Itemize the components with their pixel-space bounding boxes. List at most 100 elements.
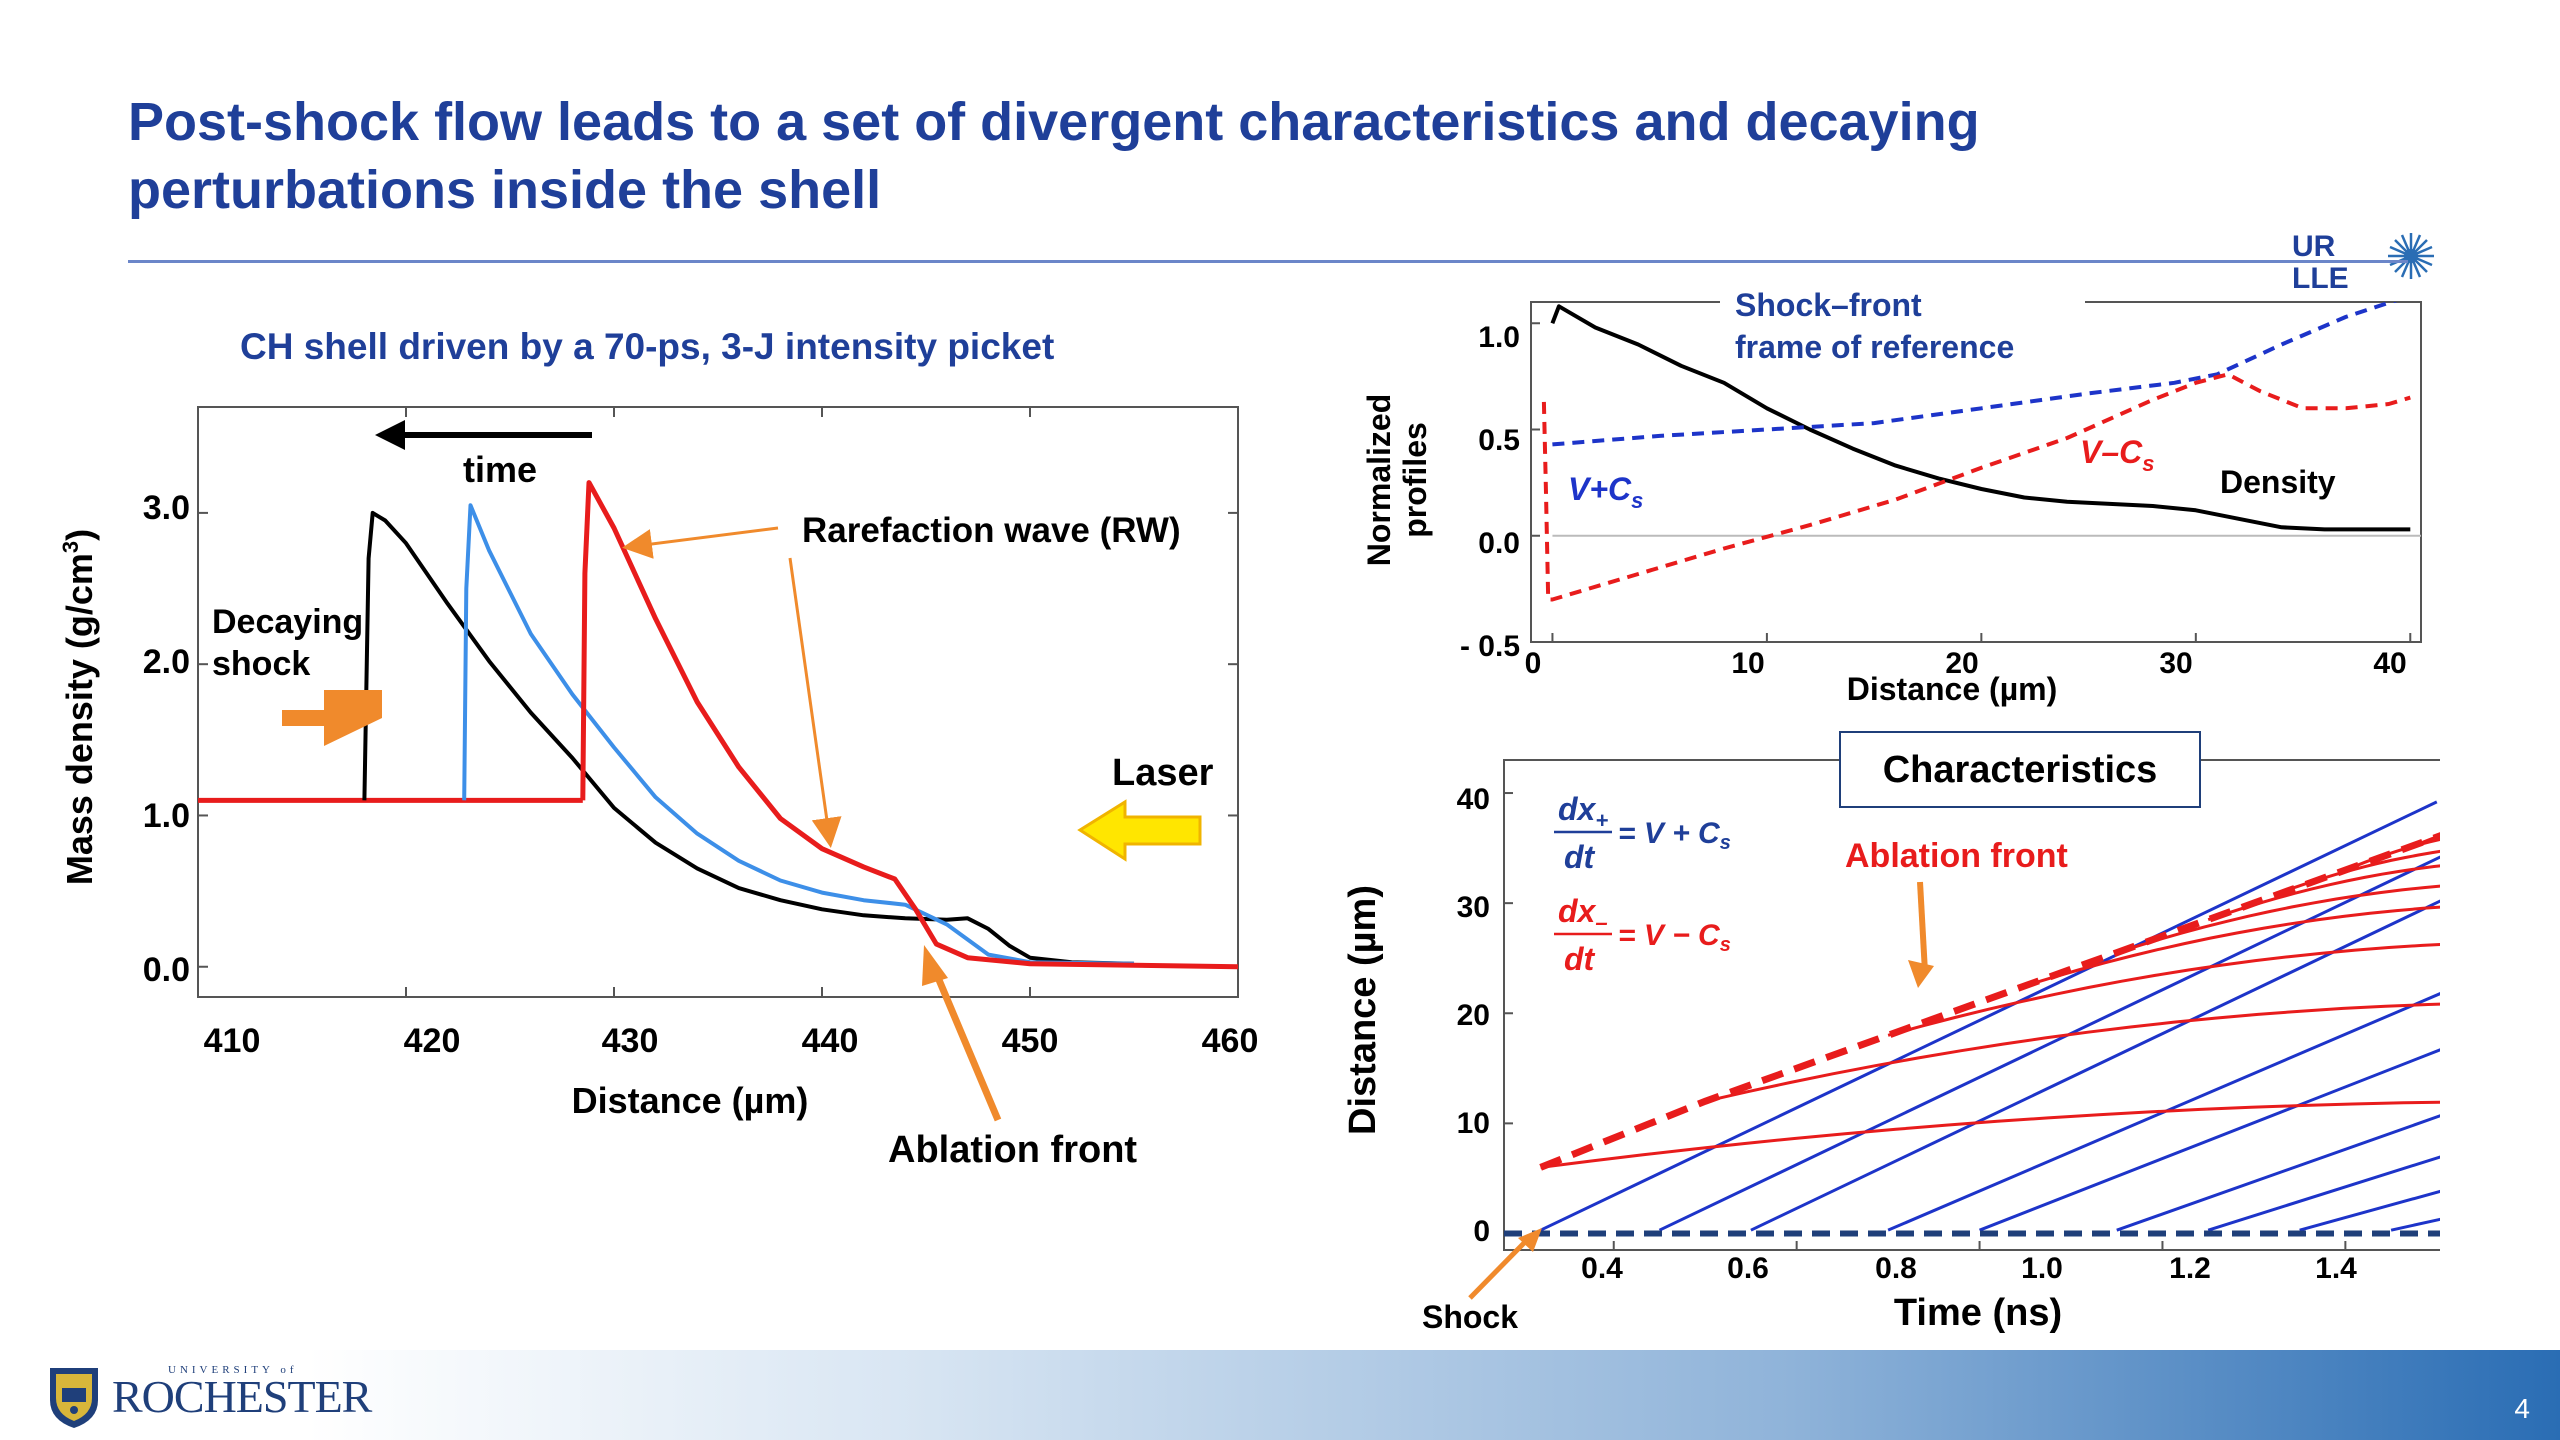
v-plus-cs-label: V+Cs (1568, 471, 1643, 513)
red-characteristic (1540, 1100, 2440, 1169)
y-axis-label: Mass density (g/cm3) (58, 529, 100, 885)
ablation-arrow-icon (1908, 881, 1934, 988)
x-tick-30: 30 (2159, 647, 2192, 680)
rochester-wordmark: ROCHESTER (112, 1370, 372, 1422)
decaying-shock-arrow-icon (282, 690, 382, 746)
blue-characteristic (1658, 855, 2440, 1232)
chart-subtitle: CH shell driven by a 70-ps, 3-J intensit… (240, 326, 1055, 367)
profile-curves (1541, 302, 2411, 602)
y-tick-0: 0 (1473, 1215, 1490, 1248)
x-tick-labels: 0 10 20 30 40 (1525, 647, 2407, 680)
profile-v-c (1541, 372, 2411, 602)
red-characteristic (2024, 905, 2440, 988)
x-tick-14: 1.4 (2315, 1252, 2357, 1285)
blue-characteristic (2116, 1114, 2440, 1232)
x-tick-20: 20 (1945, 647, 1978, 680)
x-tick-labels: 0.4 0.6 0.8 1.0 1.2 1.4 (1581, 1252, 2357, 1285)
v-minus-cs-label: V–Cs (2080, 434, 2155, 476)
rochester-logo: UNIVERSITY of ROCHESTER (44, 1362, 372, 1430)
y-tick-40: 40 (1457, 783, 1490, 816)
x-axis-label: Time (ns) (1894, 1292, 2062, 1334)
y-tick-0: 0.0 (1478, 527, 1520, 560)
eq-minus-rhs: = V − Cs (1618, 919, 1731, 956)
mass-density-chart: 3.0 2.0 1.0 0.0 410 420 430 440 450 460 … (58, 406, 1259, 1171)
red-characteristic (2116, 884, 2440, 955)
x-tick-10: 10 (1731, 647, 1764, 680)
profile-density (1550, 304, 2411, 532)
characteristics-chart: 40 30 20 10 0 0.4 0.6 0.8 1.0 1.2 1.4 Ti… (1342, 731, 2440, 1335)
ablation-arrow-icon (922, 945, 1002, 1122)
y-tick-0: 0.0 (143, 951, 190, 989)
x-tick-410: 410 (204, 1022, 261, 1060)
rochester-seal-icon (50, 1368, 98, 1428)
blue-characteristic (2390, 1217, 2440, 1232)
eq-minus-den: dt (1564, 941, 1596, 977)
shock-label: Shock (1422, 1299, 1518, 1335)
red-characteristic (2280, 849, 2440, 894)
blue-characteristic (2207, 1155, 2440, 1232)
x-tick-430: 430 (602, 1022, 659, 1060)
footer-bar (0, 1350, 2560, 1440)
y-axis-label: Normalizedprofiles (1361, 394, 1433, 566)
x-tick-450: 450 (1002, 1022, 1059, 1060)
x-tick-440: 440 (802, 1022, 859, 1060)
red-characteristic (1704, 1002, 2440, 1103)
x-tick-420: 420 (404, 1022, 461, 1060)
eq-plus-num: dx+ (1558, 791, 1608, 833)
y-tick-3: 3.0 (143, 489, 190, 527)
frame-label-bg (1720, 280, 2085, 370)
blue-characteristic (1979, 1048, 2440, 1232)
eq-plus-den: dt (1564, 839, 1596, 875)
starburst-icon (2388, 233, 2434, 279)
y-tick-1: 1.0 (143, 797, 190, 835)
eq-plus-rhs: = V + Cs (1618, 817, 1731, 854)
blue-characteristic (1887, 992, 2440, 1232)
frame-label-2: frame of reference (1735, 329, 2014, 365)
logo-ur-text: UR (2292, 230, 2336, 263)
x-tick-0: 0 (1525, 647, 1542, 680)
laser-arrow-icon (1077, 799, 1202, 862)
decaying-label-2: shock (212, 645, 310, 683)
density-curves (198, 480, 1239, 970)
characteristics-title-box (1839, 731, 2201, 808)
x-tick-10: 1.0 (2021, 1252, 2063, 1285)
equation-minus: dx– dt = V − Cs (1554, 893, 1731, 977)
page-number: 4 (2514, 1393, 2530, 1424)
y-tick-30: 30 (1457, 891, 1490, 924)
tick-marks (1531, 322, 2412, 643)
decaying-label-1: Decaying (212, 603, 363, 641)
rarefaction-label: Rarefaction wave (RW) (802, 511, 1181, 550)
profile-v-c (1552, 302, 2398, 447)
eq-minus-num: dx– (1558, 893, 1608, 935)
characteristics-title: Characteristics (1883, 749, 2158, 791)
y-tick-labels: 1.0 0.5 0.0 - 0.5 (1460, 321, 1520, 663)
normalized-profiles-chart: 1.0 0.5 0.0 - 0.5 0 10 20 30 40 Distance… (1361, 280, 2422, 707)
x-axis-label: Distance (µm) (572, 1080, 809, 1121)
y-tick-2: 2.0 (143, 643, 190, 681)
x-axis-label: Distance (µm) (1847, 671, 2057, 707)
time-label: time (463, 449, 537, 490)
density-curve-2 (580, 480, 1239, 970)
time-arrow-icon (375, 420, 592, 450)
y-axis-label: Distance (µm) (1342, 885, 1384, 1135)
ablation-arrow-shaft (1917, 881, 1928, 973)
x-tick-06: 0.6 (1727, 1252, 1769, 1285)
rarefaction-arrows (622, 526, 842, 848)
y-tick-05: 0.5 (1478, 424, 1520, 457)
y-axis-label-text: Normalizedprofiles (1361, 394, 1433, 566)
ablation-front-line (1539, 832, 2440, 1171)
blue-characteristic (1539, 800, 2438, 1232)
y-tick-labels: 3.0 2.0 1.0 0.0 (143, 489, 190, 989)
x-tick-labels: 410 420 430 440 450 460 (204, 1022, 1259, 1060)
title-divider (128, 260, 2408, 263)
x-tick-08: 0.8 (1875, 1252, 1917, 1285)
equation-plus: dx+ dt = V + Cs (1554, 791, 1731, 875)
density-label: Density (2220, 464, 2336, 500)
ablation-front-label: Ablation front (1845, 837, 2068, 875)
logo-lle-text: LLE (2292, 262, 2349, 294)
blue-characteristic (2299, 1189, 2440, 1232)
y-tick-10: 10 (1457, 1107, 1490, 1140)
y-tick-labels: 40 30 20 10 0 (1457, 783, 1490, 1248)
shock-arrow-icon (1468, 1228, 1542, 1300)
x-tick-04: 0.4 (1581, 1252, 1623, 1285)
